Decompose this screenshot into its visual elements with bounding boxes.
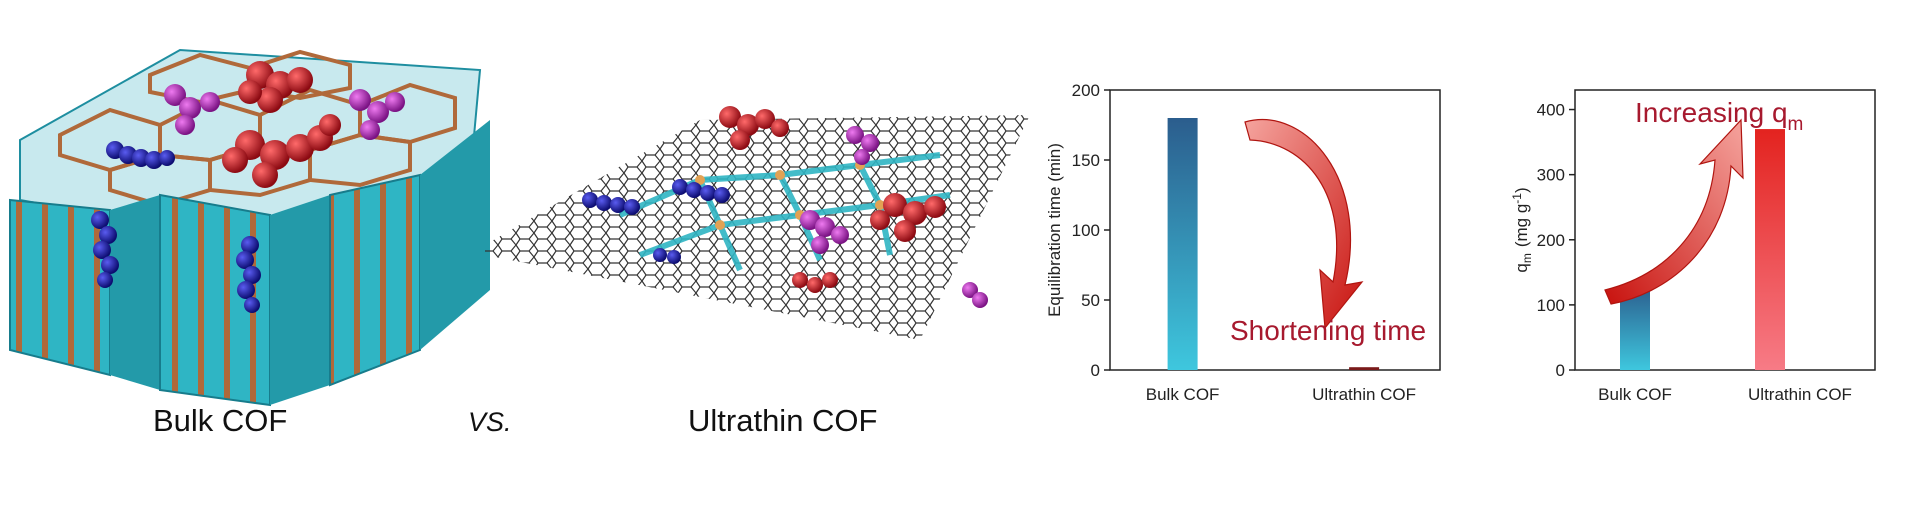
chart1-ytick-label: 0 xyxy=(1091,361,1100,380)
adsorption-capacity-chart: 0 100 200 300 400 Bulk COF Ultrathin COF qm(m… xyxy=(1510,89,1876,404)
ultrathin-cof-caption: Ultrathin COF xyxy=(688,403,878,438)
chart2-ytick-label: 400 xyxy=(1537,101,1565,120)
chart2-category-label: Ultrathin COF xyxy=(1748,385,1852,404)
chart1-ytick-label: 100 xyxy=(1072,221,1100,240)
chart1-ytick-label: 150 xyxy=(1072,151,1100,170)
chart1-y-axis-label: Equilibration time (min) xyxy=(1045,143,1064,317)
chart2-curved-arrow-icon xyxy=(1604,118,1744,305)
chart1-bar-1 xyxy=(1167,118,1198,370)
chart2-category-label: Bulk COF xyxy=(1598,385,1672,404)
chart2-frame xyxy=(1574,89,1876,371)
chart2-ytick-label: 300 xyxy=(1537,166,1565,185)
chart2-ytick-label: 100 xyxy=(1537,296,1565,315)
chart1-curved-arrow-icon xyxy=(1244,119,1364,330)
equilibration-time-chart: 0 50 100 150 200 Bulk COF Ultrathin COF Equil… xyxy=(1045,81,1441,404)
chart1-ytick-label: 200 xyxy=(1072,81,1100,100)
chart2-ytick-label: 200 xyxy=(1537,231,1565,250)
bulk-cof-caption: Bulk COF xyxy=(153,403,288,438)
chart2-y-axis-label: qm(mg g-1) xyxy=(1510,187,1534,272)
versus-label: VS. xyxy=(468,407,512,437)
chart1-bar-2 xyxy=(1349,367,1380,370)
bulk-cof-structure-illustration xyxy=(9,48,490,407)
chart1-category-label: Ultrathin COF xyxy=(1312,385,1416,404)
chart1-category-label: Bulk COF xyxy=(1146,385,1220,404)
chart2-ytick-label: 0 xyxy=(1556,361,1565,380)
chart1-ytick-label: 50 xyxy=(1081,291,1100,310)
chart2-bar-2 xyxy=(1755,129,1785,370)
chart1-annotation: Shortening time xyxy=(1230,315,1426,346)
chart2-annotation: Increasing qm xyxy=(1635,97,1803,135)
ultrathin-cof-sheet-illustration xyxy=(485,106,1030,340)
